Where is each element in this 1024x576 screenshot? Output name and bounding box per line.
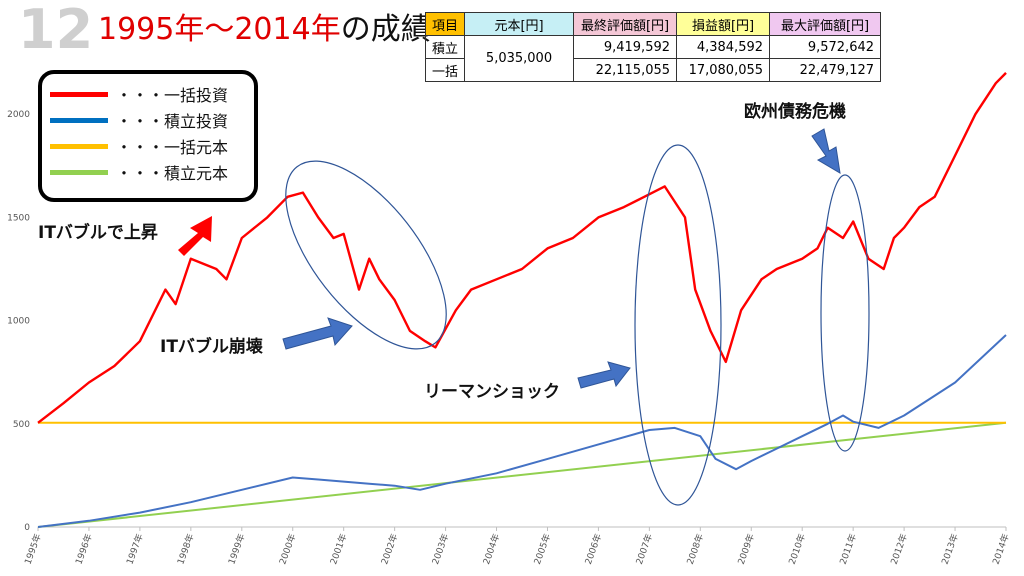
title-suffix: の成績 bbox=[340, 12, 431, 47]
x-tick-label: 2007年 bbox=[633, 532, 655, 566]
max-value-cell: 22,479,127 bbox=[769, 58, 882, 82]
x-tick-label: 2006年 bbox=[582, 532, 604, 566]
x-tick-label: 1998年 bbox=[174, 532, 196, 566]
slide-title: 1995年～2014年の成績 bbox=[98, 10, 431, 50]
x-tick-label: 2002年 bbox=[378, 532, 400, 566]
legend: ・・・一括投資 ・・・積立投資 ・・・一括元本 ・・・積立元本 bbox=[38, 70, 258, 202]
final-value-cell: 9,419,592 bbox=[573, 35, 678, 59]
series-line-積立投資 bbox=[37, 334, 1007, 528]
legend-swatch bbox=[50, 169, 108, 175]
legend-swatch bbox=[50, 91, 108, 97]
x-tick-label: 2013年 bbox=[939, 532, 961, 566]
table-row: 一括 22,115,055 17,080,055 22,479,127 bbox=[424, 58, 882, 82]
title-period: 1995年～2014年 bbox=[98, 12, 341, 47]
crash-arrow bbox=[282, 317, 353, 350]
x-tick-label: 1997年 bbox=[124, 532, 146, 566]
x-tick-label: 2005年 bbox=[531, 532, 553, 566]
it-bubble-rise-label: ITバブルで上昇 bbox=[38, 222, 158, 243]
header-profit: 損益額[円] bbox=[676, 12, 771, 36]
x-tick-label: 1995年 bbox=[22, 532, 44, 566]
x-tick-label: 2003年 bbox=[429, 532, 451, 566]
lehman-arrow bbox=[577, 361, 631, 389]
x-tick-label: 2001年 bbox=[327, 532, 349, 566]
it-crash-ellipse bbox=[285, 160, 447, 350]
it-bubble-crash-label: ITバブル崩壊 bbox=[160, 336, 264, 357]
table-header-row: 項目 元本[円] 最終評価額[円] 損益額[円] 最大評価額[円] bbox=[424, 12, 882, 36]
principal-cell: 5,035,000 bbox=[464, 35, 575, 82]
summary-table: 項目 元本[円] 最終評価額[円] 損益額[円] 最大評価額[円] 積立 5,0… bbox=[424, 12, 882, 82]
legend-item: ・・・積立元本 bbox=[50, 160, 228, 184]
slide-number: 12 bbox=[18, 0, 94, 61]
header-final-value: 最終評価額[円] bbox=[573, 12, 678, 36]
legend-label: ・・・積立元本 bbox=[116, 164, 229, 183]
legend-item: ・・・一括投資 bbox=[50, 82, 228, 106]
x-tick-label: 2009年 bbox=[735, 532, 757, 566]
x-tick-label: 2008年 bbox=[684, 532, 706, 566]
x-tick-label: 2011年 bbox=[837, 532, 859, 566]
lehman-ellipse bbox=[634, 144, 722, 506]
series-line-一括投資 bbox=[37, 72, 1007, 424]
row-label: 積立 bbox=[424, 35, 466, 59]
x-tick-label: 2014年 bbox=[990, 532, 1012, 566]
header-principal: 元本[円] bbox=[464, 12, 575, 36]
y-tick-label: 0 bbox=[24, 523, 30, 533]
x-tick-label: 2012年 bbox=[888, 532, 910, 566]
header-item: 項目 bbox=[424, 12, 466, 36]
legend-swatch bbox=[50, 117, 108, 123]
x-tick-label: 1996年 bbox=[73, 532, 95, 566]
rise-arrow bbox=[178, 216, 212, 256]
x-tick-label: 1999年 bbox=[225, 532, 247, 566]
series-line-積立元本 bbox=[37, 421, 1007, 528]
row-label: 一括 bbox=[424, 58, 466, 82]
highlight-ellipses bbox=[285, 144, 870, 506]
x-tick-label: 2004年 bbox=[480, 532, 502, 566]
legend-label: ・・・一括元本 bbox=[116, 138, 229, 157]
chart-series bbox=[37, 72, 1007, 528]
profit-cell: 4,384,592 bbox=[676, 35, 771, 59]
legend-label: ・・・積立投資 bbox=[116, 112, 229, 131]
legend-item: ・・・積立投資 bbox=[50, 108, 228, 132]
legend-swatch bbox=[50, 143, 108, 149]
table-row: 積立 5,035,000 9,419,592 4,384,592 9,572,6… bbox=[424, 35, 882, 82]
x-tick-label: 2000年 bbox=[276, 532, 298, 566]
y-tick-label: 1000 bbox=[7, 317, 30, 327]
legend-item: ・・・一括元本 bbox=[50, 134, 228, 158]
euro-crisis-label: 欧州債務危機 bbox=[744, 101, 846, 122]
legend-label: ・・・一括投資 bbox=[116, 86, 229, 105]
final-value-cell: 22,115,055 bbox=[573, 58, 678, 82]
y-tick-label: 500 bbox=[13, 420, 30, 430]
x-tick-label: 2010年 bbox=[786, 532, 808, 566]
header-max-value: 最大評価額[円] bbox=[769, 12, 882, 36]
euro-arrow bbox=[811, 128, 841, 174]
profit-cell: 17,080,055 bbox=[676, 58, 771, 82]
callout-arrows bbox=[178, 128, 841, 389]
max-value-cell: 9,572,642 bbox=[769, 35, 882, 59]
y-tick-label: 1500 bbox=[7, 213, 30, 223]
lehman-label: リーマンショック bbox=[424, 382, 560, 402]
euro-crisis-ellipse bbox=[820, 174, 870, 452]
y-tick-label: 2000 bbox=[7, 110, 30, 120]
